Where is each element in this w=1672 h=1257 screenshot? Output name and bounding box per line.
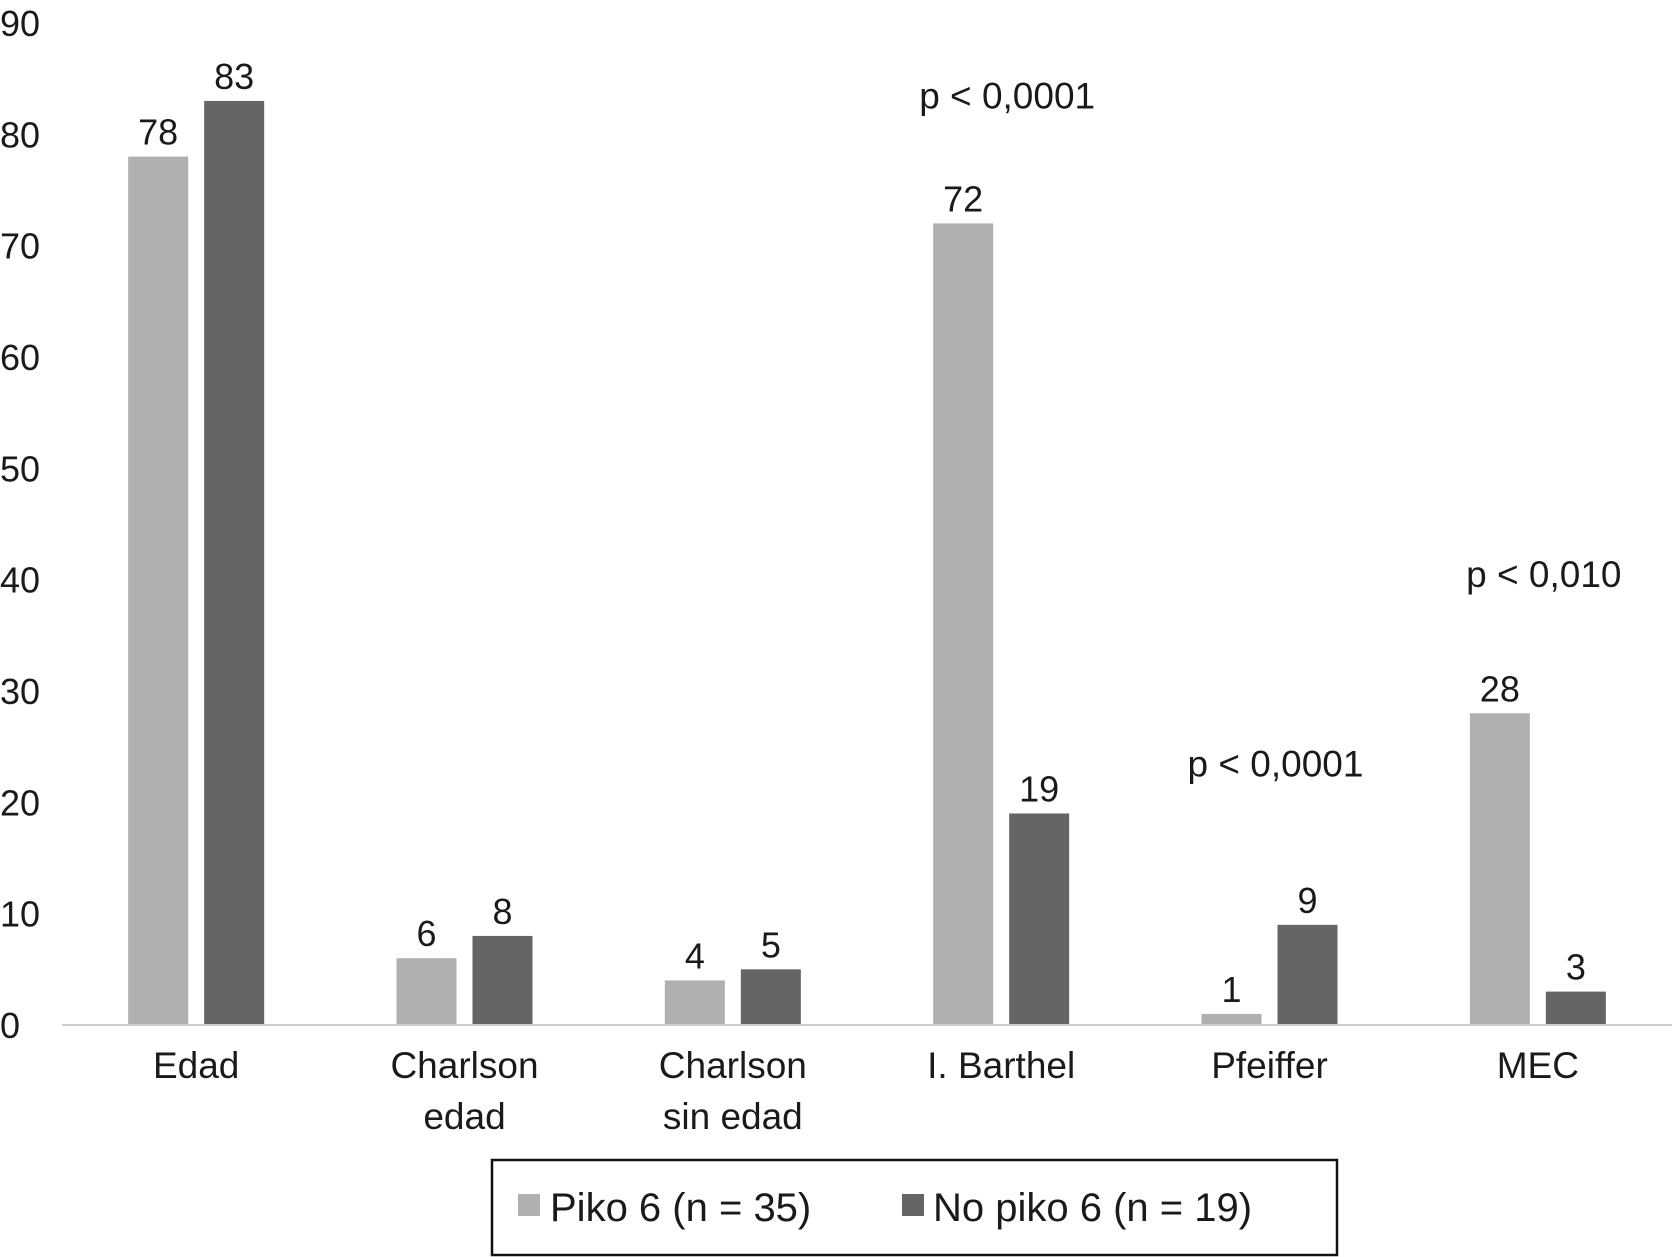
category-label-mec: MEC (1497, 1045, 1579, 1086)
category-label-pfeiffer: Pfeiffer (1211, 1045, 1328, 1086)
bar-charlson-edad-no-piko-6-n-19 (472, 935, 533, 1025)
bars (128, 100, 1606, 1026)
data-label-charlson-edad-piko-6-n-35: 6 (416, 913, 436, 954)
data-label-pfeiffer-piko-6-n-35: 1 (1221, 969, 1241, 1010)
category-label-edad: Edad (153, 1045, 239, 1086)
category-label-charlson-sin-edad-line-2: sin edad (663, 1096, 803, 1137)
legend: Piko 6 (n = 35) No piko 6 (n = 19) (490, 1158, 1339, 1257)
p-value-annotation-3: p < 0,010 (1466, 554, 1621, 595)
data-label-edad-no-piko-6-n-19: 83 (214, 56, 254, 97)
legend-label-piko-6: Piko 6 (n = 35) (550, 1186, 811, 1230)
p-value-annotation-2: p < 0,0001 (1188, 743, 1364, 784)
y-tick-label-60: 60 (0, 337, 40, 378)
y-tick-label-20: 20 (0, 782, 40, 823)
bar-pfeiffer-no-piko-6-n-19 (1277, 924, 1338, 1025)
bar-mec-piko-6-n-35 (1469, 713, 1530, 1025)
bar-pfeiffer-piko-6-n-35 (1201, 1013, 1262, 1025)
y-tick-label-70: 70 (0, 226, 40, 267)
p-value-annotation-1: p < 0,0001 (919, 75, 1095, 116)
bar-charlson-edad-piko-6-n-35 (396, 958, 457, 1025)
category-label-i-barthel: I. Barthel (927, 1045, 1075, 1086)
y-tick-label-0: 0 (0, 1005, 20, 1046)
category-label-charlson-sin-edad-line-1: Charlson (659, 1045, 807, 1086)
legend-swatch-piko-6 (518, 1194, 540, 1216)
data-label-pfeiffer-no-piko-6-n-19: 9 (1297, 880, 1317, 921)
y-tick-label-10: 10 (0, 894, 40, 935)
y-tick-label-30: 30 (0, 671, 40, 712)
bar-i-barthel-piko-6-n-35 (933, 223, 994, 1025)
y-tick-label-80: 80 (0, 114, 40, 155)
legend-swatch-no-piko-6 (902, 1194, 924, 1216)
data-label-charlson-sin-edad-piko-6-n-35: 4 (685, 935, 705, 976)
bar-edad-piko-6-n-35 (128, 156, 189, 1026)
y-tick-label-50: 50 (0, 448, 40, 489)
data-label-i-barthel-no-piko-6-n-19: 19 (1019, 768, 1059, 809)
data-label-edad-piko-6-n-35: 78 (138, 112, 178, 153)
bar-charlson-sin-edad-no-piko-6-n-19 (740, 969, 801, 1025)
bar-charlson-sin-edad-piko-6-n-35 (664, 980, 725, 1025)
y-tick-label-90: 90 (0, 3, 40, 44)
y-tick-label-40: 40 (0, 560, 40, 601)
bar-edad-no-piko-6-n-19 (204, 100, 265, 1025)
y-axis-ticks: 0 10 20 30 40 50 60 70 80 90 (0, 3, 40, 1046)
legend-label-no-piko-6: No piko 6 (n = 19) (933, 1186, 1252, 1230)
category-label-charlson-edad-line-2: edad (423, 1096, 505, 1137)
data-label-i-barthel-piko-6-n-35: 72 (943, 178, 983, 219)
significance-annotations: p < 0,0001 p < 0,0001 p < 0,010 (919, 75, 1621, 784)
bar-i-barthel-no-piko-6-n-19 (1009, 813, 1070, 1025)
data-label-mec-piko-6-n-35: 28 (1480, 668, 1520, 709)
category-label-charlson-edad-line-1: Charlson (390, 1045, 538, 1086)
data-label-charlson-edad-no-piko-6-n-19: 8 (492, 891, 512, 932)
data-label-mec-no-piko-6-n-19: 3 (1566, 947, 1586, 988)
x-axis-category-labels: Edad Charlson edad Charlson sin edad I. Barth… (153, 1045, 1579, 1137)
data-label-charlson-sin-edad-no-piko-6-n-19: 5 (761, 924, 781, 965)
bar-mec-no-piko-6-n-19 (1545, 991, 1606, 1025)
